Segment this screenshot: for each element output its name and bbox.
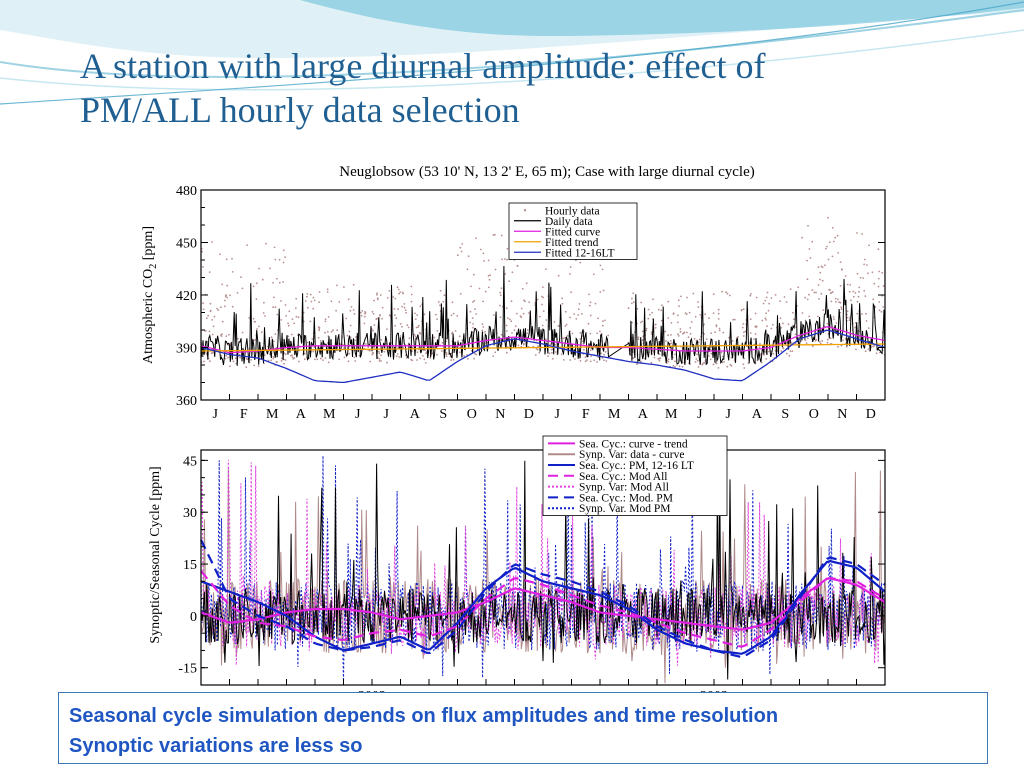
x-month-label: M	[266, 407, 279, 422]
y-tick-label: 360	[176, 394, 197, 409]
x-month-label: F	[240, 407, 248, 422]
legend-label: Daily data	[545, 216, 593, 228]
y-tick-label: -15	[178, 662, 197, 677]
caption-line-2: Synoptic variations are less so	[69, 735, 363, 757]
x-month-label: M	[608, 407, 621, 422]
x-month-label: A	[638, 407, 649, 422]
y-tick-label: 0	[190, 610, 197, 625]
x-month-label: S	[781, 407, 789, 422]
legend-label: Hourly data	[545, 205, 600, 217]
x-month-label: N	[837, 407, 847, 422]
x-month-label: J	[213, 407, 219, 422]
synoptic-variation-lines	[200, 455, 886, 684]
x-month-label: A	[410, 407, 421, 422]
slide-title-line-1: A station with large diurnal amplitude: …	[80, 46, 766, 86]
series-line-0	[200, 577, 886, 631]
legend-label: Fitted 12-16LT	[545, 247, 615, 259]
legend-label: Sea. Cyc.: PM, 12-16 LT	[579, 460, 694, 472]
series-line-5	[200, 539, 886, 659]
synoptic-trace	[200, 460, 886, 680]
y-tick-label: 390	[176, 342, 197, 357]
x-month-label: O	[467, 407, 477, 422]
co2-figure: Neuglobsow (53 10' N, 13 2' E, 65 m); Ca…	[137, 160, 887, 695]
x-month-label: J	[555, 407, 561, 422]
series-line-2	[200, 326, 886, 354]
x-month-label: A	[296, 407, 307, 422]
y-tick-label: 480	[176, 184, 197, 199]
x-month-label: D	[524, 407, 534, 422]
x-month-label: J	[355, 407, 361, 422]
x-month-label: O	[809, 407, 819, 422]
y-tick-label: 30	[183, 506, 197, 521]
top-chart-title: Neuglobsow (53 10' N, 13 2' E, 65 m); Ca…	[339, 164, 754, 180]
series-line-3	[201, 343, 885, 352]
synoptic-trace	[200, 467, 886, 684]
x-month-label: M	[323, 407, 336, 422]
top-chart-y-axis-label: Atmospheric CO2 [ppm]	[141, 226, 159, 364]
x-month-label: J	[697, 407, 703, 422]
daily-data-line	[200, 265, 886, 366]
legend-swatch	[523, 209, 527, 212]
y-tick-label: 45	[183, 454, 197, 469]
slide-title: A station with large diurnal amplitude: …	[80, 44, 980, 132]
legend-label: Fitted curve	[545, 226, 600, 238]
daily-data-trace	[200, 265, 886, 366]
x-month-label: N	[495, 407, 505, 422]
x-month-label: J	[384, 407, 390, 422]
x-month-label: M	[665, 407, 678, 422]
y-tick-label: 15	[183, 558, 197, 573]
x-month-label: A	[752, 407, 763, 422]
x-month-label: D	[866, 407, 876, 422]
x-month-label: J	[726, 407, 732, 422]
synoptic-trace	[200, 459, 886, 666]
legend-label: Synp. Var. Mod PM	[579, 503, 671, 515]
slide-title-line-2: PM/ALL hourly data selection	[80, 90, 520, 130]
x-month-label: F	[582, 407, 590, 422]
legend-label: Sea. Cyc.: curve - trend	[579, 438, 688, 450]
legend-label: Synp. Var: Mod All	[579, 482, 669, 494]
legend-label: Sea. Cyc.: Mod All	[579, 471, 668, 483]
top-chart: Atmospheric CO2 [ppm] 360 390 420 450 480 J F M…	[141, 184, 886, 422]
series-line-3	[200, 570, 886, 648]
bottom-chart-y-axis-label: Synoptic/Seasonal Cycle [ppm]	[148, 466, 163, 643]
y-tick-label: 420	[176, 289, 197, 304]
x-month-label: S	[439, 407, 447, 422]
caption-line-1: Seasonal cycle simulation depends on flu…	[69, 705, 779, 727]
legend-label: Sea. Cyc.: Mod. PM	[579, 492, 673, 504]
y-tick-label: 450	[176, 237, 197, 252]
series-line-4	[200, 329, 886, 384]
background-swoosh-decoration	[0, 0, 1024, 105]
caption-box: Seasonal cycle simulation depends on flu…	[58, 692, 988, 764]
legend-label: Synp. Var: data - curve	[579, 449, 685, 461]
bottom-chart: Synoptic/Seasonal Cycle [ppm] -15 0 15 30 45…	[148, 435, 886, 695]
legend-label: Fitted trend	[545, 237, 599, 249]
